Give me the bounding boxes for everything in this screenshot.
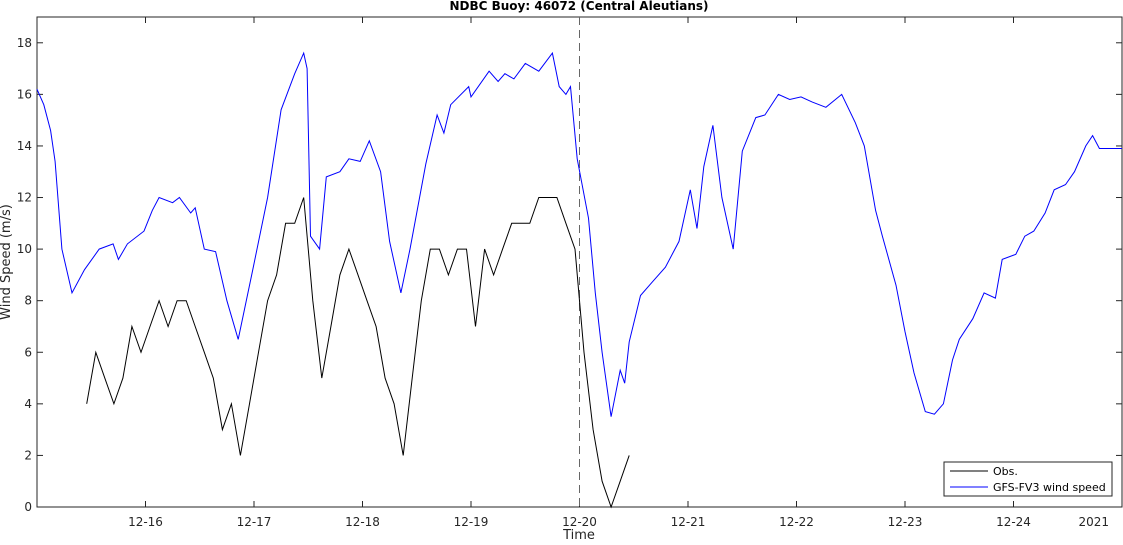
- x-tick-label: 12-24: [996, 515, 1031, 529]
- x-tick-label: 12-18: [345, 515, 380, 529]
- x-tick-label: 12-22: [779, 515, 814, 529]
- y-tick-label: 18: [17, 36, 32, 50]
- chart-title: NDBC Buoy: 46072 (Central Aleutians): [449, 0, 708, 13]
- x-tick-label: 12-19: [454, 515, 489, 529]
- y-tick-label: 14: [17, 139, 32, 153]
- y-tick-label: 0: [24, 500, 32, 514]
- x-tick-label: 12-16: [128, 515, 163, 529]
- x-tick-label: 12-23: [888, 515, 923, 529]
- y-tick-label: 4: [24, 397, 32, 411]
- y-tick-label: 16: [17, 87, 32, 101]
- y-tick-label: 2: [24, 448, 32, 462]
- y-tick-label: 6: [24, 345, 32, 359]
- legend-label-model: GFS-FV3 wind speed: [993, 481, 1106, 494]
- x-axis-label: Time: [562, 528, 595, 541]
- x-tick-label: 12-20: [562, 515, 597, 529]
- x-tick-label: 12-21: [671, 515, 706, 529]
- legend: Obs. GFS-FV3 wind speed: [944, 462, 1112, 496]
- y-tick-label: 8: [24, 294, 32, 308]
- y-tick-label: 12: [17, 191, 32, 205]
- x-year-label: 2021: [1078, 515, 1109, 529]
- legend-label-obs: Obs.: [993, 465, 1018, 478]
- x-tick-label: 12-17: [237, 515, 272, 529]
- y-axis-label: Wind Speed (m/s): [0, 204, 14, 320]
- y-tick-label: 10: [17, 242, 32, 256]
